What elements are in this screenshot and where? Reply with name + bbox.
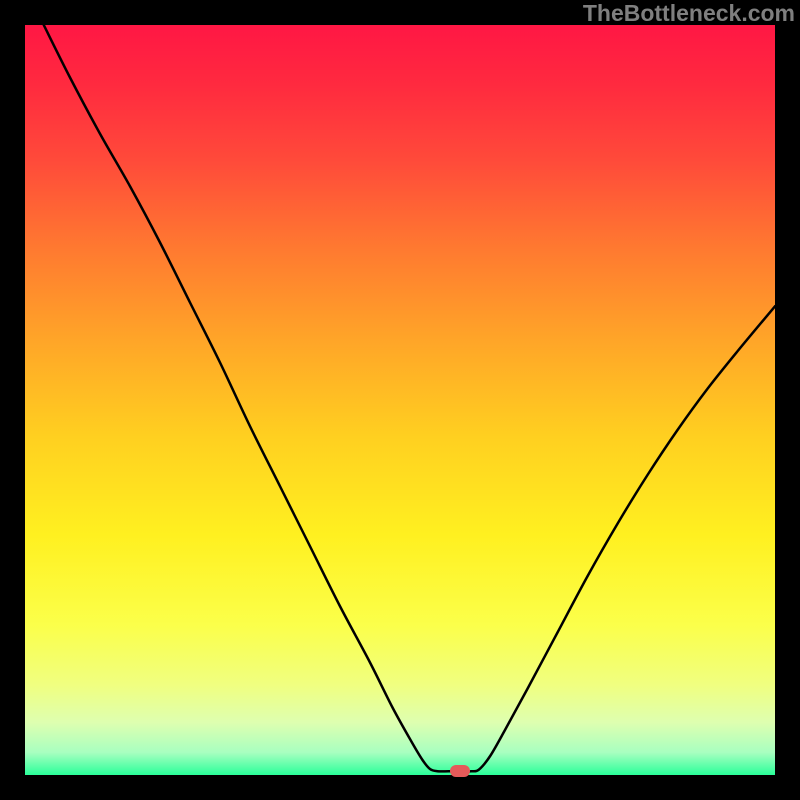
optimal-point-marker — [450, 765, 470, 777]
bottleneck-chart: TheBottleneck.com — [0, 0, 800, 800]
plot-area — [25, 25, 775, 775]
gradient-background — [25, 25, 775, 775]
watermark-text: TheBottleneck.com — [583, 0, 795, 27]
